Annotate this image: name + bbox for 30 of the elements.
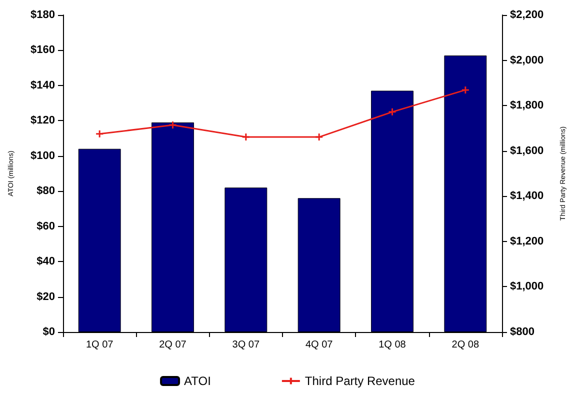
legend-label: Third Party Revenue [304,374,416,388]
y-tick-label: $60 [36,220,55,232]
x-tick-label: 2Q 07 [159,340,187,350]
legend-label: ATOI [184,374,211,388]
y-tick-label: $140 [30,79,55,92]
y-tick-label: $180 [30,9,55,21]
point [314,132,324,142]
y-tick-label: $0 [42,326,55,338]
y-tick-label: $100 [30,150,55,162]
y2-tick-label: $1,600 [510,144,544,157]
x-tick-label: 4Q 07 [305,340,334,350]
y2-tick-label: $1,800 [510,100,544,112]
point [388,108,396,116]
point [242,132,250,142]
y2-tick-label: $2,000 [510,54,544,66]
x-tick-label: 1Q 08 [378,340,406,350]
y2-tick-label: $1,200 [510,235,544,248]
y-tick-label: $120 [30,114,55,127]
y2-tick-label: $1,400 [510,190,544,202]
y-tick-label: $160 [30,44,55,56]
y2-tick-label: $800 [510,326,534,338]
y-tick-label: $40 [36,256,55,268]
point [168,120,177,130]
x-tick-label: 2Q 08 [452,340,480,350]
y2-tick-label: $2,200 [510,9,544,21]
y-tick-label: $80 [36,185,55,198]
x-tick-label: 1Q 07 [86,340,114,350]
x-tick-label: 3Q 07 [232,340,260,350]
y-tick-label: $20 [36,290,55,303]
y2-tick-label: $1,000 [510,280,544,293]
